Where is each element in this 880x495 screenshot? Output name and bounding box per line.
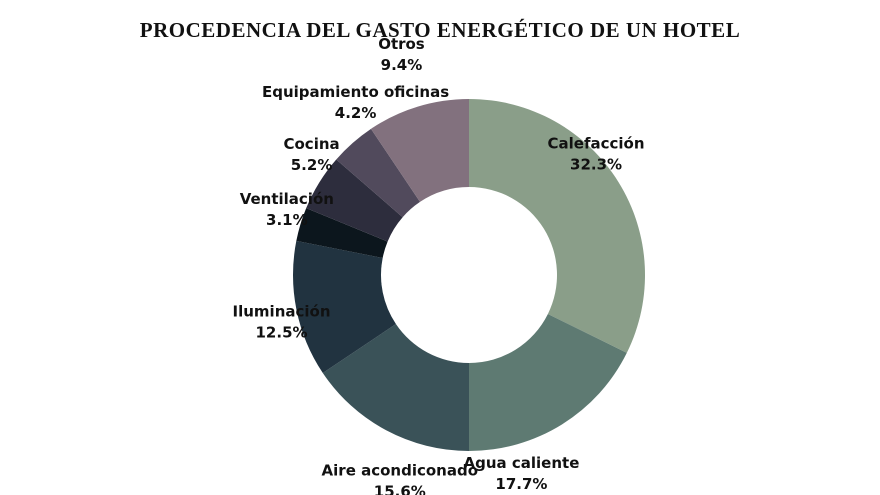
slice-label-name: Aire acondiconado <box>322 462 478 480</box>
slice-label-name: Agua caliente <box>464 454 580 472</box>
slice-label-name: Iluminación <box>233 303 331 321</box>
slice-label-name: Cocina <box>283 135 339 153</box>
slice-label-agua-caliente: Agua caliente 17.7% <box>464 454 580 493</box>
donut-slices <box>293 99 646 451</box>
slice-label-name: Ventilación <box>240 190 334 208</box>
slice-ventilacion <box>296 208 388 258</box>
chart-title: PROCEDENCIA DEL GASTO ENERGÉTICO DE UN H… <box>139 18 741 42</box>
slice-label-cocina: Cocina 5.2% <box>283 135 339 174</box>
slice-label-value: 5.2% <box>291 156 333 174</box>
slice-label-value: 12.5% <box>256 324 308 342</box>
slice-labels: Calefacción 32.3% Agua caliente 17.7% Aire a… <box>233 35 645 495</box>
slice-aire-acondiconado <box>322 324 469 451</box>
slice-label-calefaccion: Calefacción 32.3% <box>548 135 645 174</box>
slice-label-name: Calefacción <box>548 135 645 153</box>
slice-otros <box>370 99 469 202</box>
slice-iluminacion <box>293 240 396 374</box>
slice-calefaccion <box>469 99 646 353</box>
slice-label-value: 15.6% <box>374 483 426 495</box>
slice-label-name: Equipamiento oficinas <box>262 83 449 101</box>
slice-cocina <box>306 159 403 242</box>
slice-label-value: 9.4% <box>381 56 423 74</box>
slice-label-value: 3.1% <box>266 211 308 229</box>
slice-agua-caliente <box>469 313 627 451</box>
slice-label-iluminacion: Iluminación 12.5% <box>233 303 331 342</box>
slice-label-otros: Otros 9.4% <box>378 35 425 74</box>
slice-label-value: 17.7% <box>495 475 547 493</box>
slice-label-value: 32.3% <box>570 156 622 174</box>
slice-label-equipamiento-oficinas: Equipamiento oficinas 4.2% <box>262 83 449 122</box>
slice-equipamiento-oficinas <box>336 128 420 218</box>
slice-label-ventilacion: Ventilación 3.1% <box>240 190 334 229</box>
slice-label-aire-acondiconado: Aire acondiconado 15.6% <box>322 462 478 495</box>
slice-label-value: 4.2% <box>335 104 377 122</box>
slice-label-name: Otros <box>378 35 425 53</box>
